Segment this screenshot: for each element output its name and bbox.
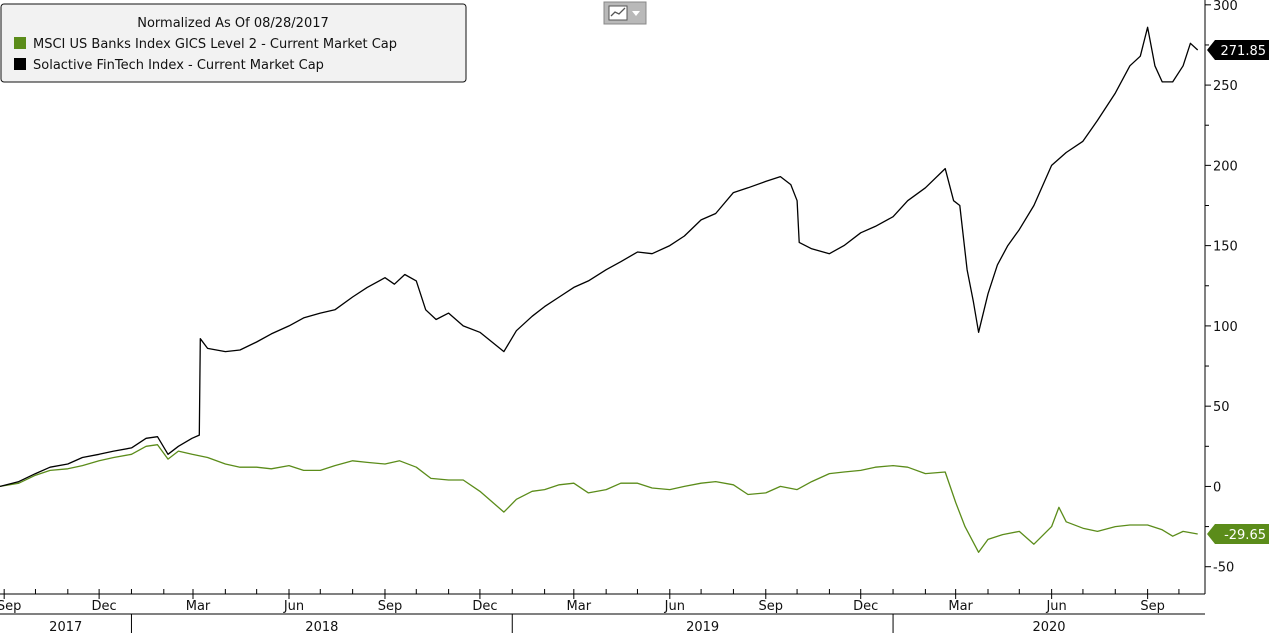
x-tick-label: Jun [664,599,685,614]
year-label: 2018 [305,620,338,633]
legend-label-msci: MSCI US Banks Index GICS Level 2 - Curre… [33,37,397,52]
legend-box [0,3,467,83]
y-tick-label: -50 [1213,561,1234,576]
year-label: 2017 [49,620,82,633]
fintech-last-value-flag [1207,40,1269,61]
x-tick-label: Sep [1140,599,1165,614]
x-tick-label: Dec [853,599,878,614]
msci-series-line [0,444,1198,553]
y-tick-label: 250 [1213,79,1238,94]
y-tick-label: 200 [1213,159,1238,174]
legend-label-fintech: Solactive FinTech Index - Current Market… [33,58,324,73]
y-tick-label: 150 [1213,240,1238,255]
y-axis: -50 0 50 100 150 200 250 300 [1205,0,1238,576]
legend-swatch-msci [14,37,26,49]
legend: Normalized As Of 08/28/2017 MSCI US Bank… [0,3,467,83]
year-label: 2020 [1032,620,1065,633]
y-tick-label: 300 [1213,0,1238,14]
fintech-last-value-label: 271.85 [1221,44,1267,59]
legend-title: Normalized As Of 08/28/2017 [137,16,329,31]
x-tick-label: Sep [378,599,403,614]
y-tick-label: 0 [1213,480,1221,495]
series-group [0,26,1199,553]
chart-type-button[interactable] [603,1,647,25]
x-axis: Sep Dec Mar Jun Sep Dec Mar Jun Sep Dec Mar Jun Sep 2… [0,589,1180,633]
x-tick-label: Sep [0,599,21,614]
msci-last-value-label: -29.65 [1224,528,1266,543]
x-tick-label: Jun [283,599,304,614]
x-tick-label: Jun [1045,599,1066,614]
chevron-down-icon [632,11,640,16]
x-tick-label: Dec [472,599,497,614]
legend-swatch-fintech [14,58,26,70]
year-label: 2019 [686,620,719,633]
fintech-series-line [0,26,1199,488]
y-tick-label: 50 [1213,400,1230,415]
y-tick-label: 100 [1213,320,1238,335]
last-value-flags: 271.85 -29.65 [1207,40,1269,545]
x-tick-label: Sep [759,599,784,614]
line-chart-icon-glyph [610,7,626,17]
x-tick-label: Mar [948,599,973,614]
plot-area [0,0,1206,615]
msci-last-value-flag [1207,524,1269,545]
x-tick-label: Mar [567,599,592,614]
x-tick-label: Dec [92,599,117,614]
x-tick-label: Mar [186,599,211,614]
